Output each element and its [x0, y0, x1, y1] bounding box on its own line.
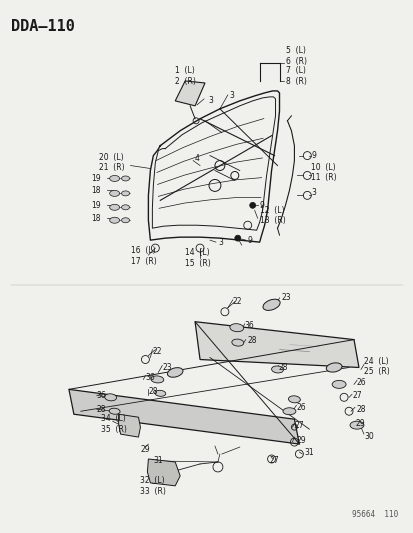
Circle shape	[234, 235, 240, 241]
Ellipse shape	[325, 363, 341, 372]
Ellipse shape	[109, 408, 120, 414]
Text: 29: 29	[296, 435, 305, 445]
Text: 19: 19	[90, 201, 100, 210]
Text: 18: 18	[90, 214, 100, 223]
Text: 32  (L)
33  (R): 32 (L) 33 (R)	[140, 476, 166, 496]
Text: 12  (L)
13  (R): 12 (L) 13 (R)	[259, 206, 285, 225]
Text: 27: 27	[294, 421, 303, 430]
Text: 28: 28	[148, 387, 157, 396]
Text: 3: 3	[229, 91, 234, 100]
Ellipse shape	[121, 191, 129, 196]
Text: 23: 23	[162, 363, 171, 372]
Text: 1  (L)
2  (R): 1 (L) 2 (R)	[175, 66, 196, 86]
Circle shape	[249, 203, 255, 208]
Ellipse shape	[167, 368, 183, 377]
Text: 19: 19	[90, 174, 100, 183]
Ellipse shape	[231, 339, 243, 346]
Text: 36: 36	[145, 373, 155, 382]
Ellipse shape	[154, 390, 165, 397]
Text: 3: 3	[217, 238, 222, 247]
Text: 9: 9	[259, 201, 264, 210]
Text: 95664  110: 95664 110	[351, 510, 398, 519]
Text: 27: 27	[269, 456, 278, 465]
Text: 16  (L)
17  (R): 16 (L) 17 (R)	[130, 246, 156, 266]
Text: 3: 3	[311, 188, 316, 197]
Text: 7  (L)
8  (R): 7 (L) 8 (R)	[286, 66, 306, 86]
Text: 28: 28	[278, 363, 287, 372]
Text: 24  (L)
25  (R): 24 (L) 25 (R)	[363, 357, 389, 376]
Text: 30: 30	[363, 432, 373, 441]
Polygon shape	[118, 414, 140, 437]
Polygon shape	[147, 459, 180, 486]
Ellipse shape	[229, 324, 243, 332]
Text: 14  (L)
15  (R): 14 (L) 15 (R)	[185, 248, 210, 268]
Text: 29: 29	[140, 445, 150, 454]
Ellipse shape	[109, 217, 119, 223]
Text: 23: 23	[281, 293, 290, 302]
Text: 9: 9	[311, 151, 316, 160]
Ellipse shape	[109, 204, 119, 211]
Text: 31: 31	[153, 456, 163, 465]
Text: 10  (L)
11  (R): 10 (L) 11 (R)	[311, 163, 336, 182]
Text: 22: 22	[232, 297, 242, 306]
Ellipse shape	[349, 421, 363, 429]
Text: 26: 26	[356, 378, 366, 387]
Text: 22: 22	[152, 347, 161, 356]
Text: 31: 31	[304, 448, 313, 457]
Ellipse shape	[262, 299, 280, 310]
Text: 5  (L)
6  (R): 5 (L) 6 (R)	[286, 46, 307, 66]
Polygon shape	[175, 81, 204, 106]
Ellipse shape	[109, 175, 119, 181]
Ellipse shape	[288, 396, 299, 403]
Text: 3: 3	[207, 96, 212, 106]
Text: 28: 28	[356, 405, 366, 414]
Ellipse shape	[150, 376, 164, 383]
Ellipse shape	[109, 190, 119, 196]
Text: 36: 36	[244, 321, 254, 330]
Polygon shape	[69, 389, 299, 444]
Text: 26: 26	[296, 403, 305, 412]
Text: 9: 9	[247, 236, 252, 245]
Text: DDA–110: DDA–110	[11, 19, 75, 34]
Text: 28: 28	[247, 336, 256, 345]
Ellipse shape	[121, 205, 129, 210]
Text: 28: 28	[97, 405, 106, 414]
Ellipse shape	[121, 176, 129, 181]
Text: 20  (L)
21  (R): 20 (L) 21 (R)	[98, 153, 124, 172]
Text: 34  (L)
35  (R): 34 (L) 35 (R)	[100, 415, 126, 434]
Ellipse shape	[121, 218, 129, 223]
Text: 29: 29	[355, 419, 365, 427]
Text: 27: 27	[351, 391, 361, 400]
Ellipse shape	[282, 408, 295, 415]
Text: 4: 4	[195, 154, 199, 163]
Ellipse shape	[331, 381, 345, 389]
Text: 36: 36	[97, 391, 106, 400]
Ellipse shape	[104, 394, 116, 401]
Text: 18: 18	[90, 186, 100, 195]
Ellipse shape	[271, 366, 283, 373]
Polygon shape	[195, 322, 358, 367]
